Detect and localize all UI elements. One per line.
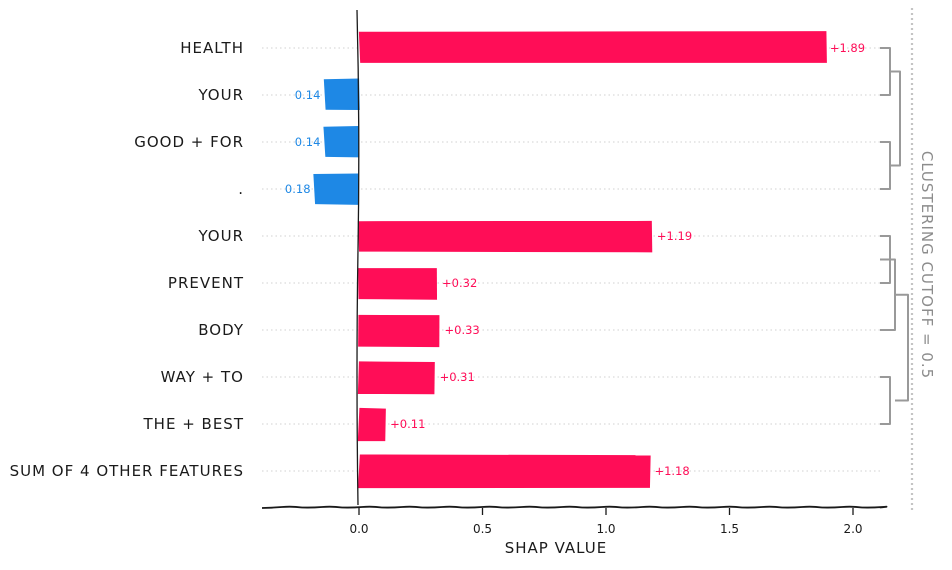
bar — [313, 173, 359, 205]
bar — [358, 268, 438, 300]
feature-label: SUM OF 4 OTHER FEATURES — [10, 462, 244, 480]
value-label: +0.31 — [440, 370, 475, 384]
value-label: +0.33 — [445, 323, 480, 337]
value-label: +1.19 — [657, 229, 692, 243]
value-label: +0.11 — [390, 417, 425, 431]
value-label: 0.14 — [295, 135, 321, 149]
feature-label: BODY — [198, 321, 244, 339]
bar — [357, 407, 386, 442]
feature-label: YOUR — [197, 86, 244, 104]
value-label: 0.14 — [295, 88, 321, 102]
x-tick-label: 0.0 — [349, 522, 368, 536]
feature-label: YOUR — [197, 227, 244, 245]
x-axis-line — [261, 505, 888, 509]
cluster-bracket — [880, 376, 891, 425]
bar — [357, 361, 435, 395]
clustering-brackets — [880, 8, 914, 510]
x-tick-label: 2.0 — [843, 522, 862, 536]
value-label: +0.32 — [442, 276, 477, 290]
clustering-cutoff-label: CLUSTERING CUTOFF = 0.5 — [918, 151, 936, 379]
cluster-bracket — [880, 258, 896, 331]
bar — [323, 78, 360, 110]
bar — [323, 126, 360, 158]
value-label: +1.18 — [654, 464, 689, 478]
feature-label: GOOD + FOR — [134, 133, 244, 151]
feature-label: HEALTH — [180, 39, 244, 57]
cluster-bracket — [880, 47, 891, 96]
cluster-bracket — [880, 141, 891, 190]
cluster-bracket — [890, 70, 901, 167]
value-label: 0.18 — [285, 182, 311, 196]
value-labels: +1.89 0.14 0.14 0.18 +1.19 +0.32 +0.33 +0.31 +0.… — [285, 41, 865, 478]
bars — [313, 31, 827, 489]
feature-label: WAY + TO — [161, 368, 244, 386]
x-tick-label: 1.0 — [596, 522, 615, 536]
x-tick-label: 1.5 — [720, 522, 739, 536]
bar — [358, 314, 440, 348]
bar — [357, 454, 651, 489]
cluster-bracket — [895, 293, 909, 402]
feature-labels: HEALTH YOUR GOOD + FOR. YOUR PREVENT BODY WAY … — [10, 39, 244, 480]
bar — [357, 220, 653, 253]
feature-label: . — [238, 180, 244, 198]
feature-label: PREVENT — [168, 274, 244, 292]
feature-label: THE + BEST — [143, 415, 244, 433]
bar — [358, 31, 827, 63]
x-axis-label: SHAP VALUE — [505, 539, 608, 557]
zero-line — [356, 9, 360, 506]
x-axis: 0.0 0.5 1.0 1.5 2.0 — [261, 9, 888, 536]
x-tick-label: 0.5 — [473, 522, 492, 536]
row-guides — [262, 47, 880, 472]
value-label: +1.89 — [830, 41, 865, 55]
